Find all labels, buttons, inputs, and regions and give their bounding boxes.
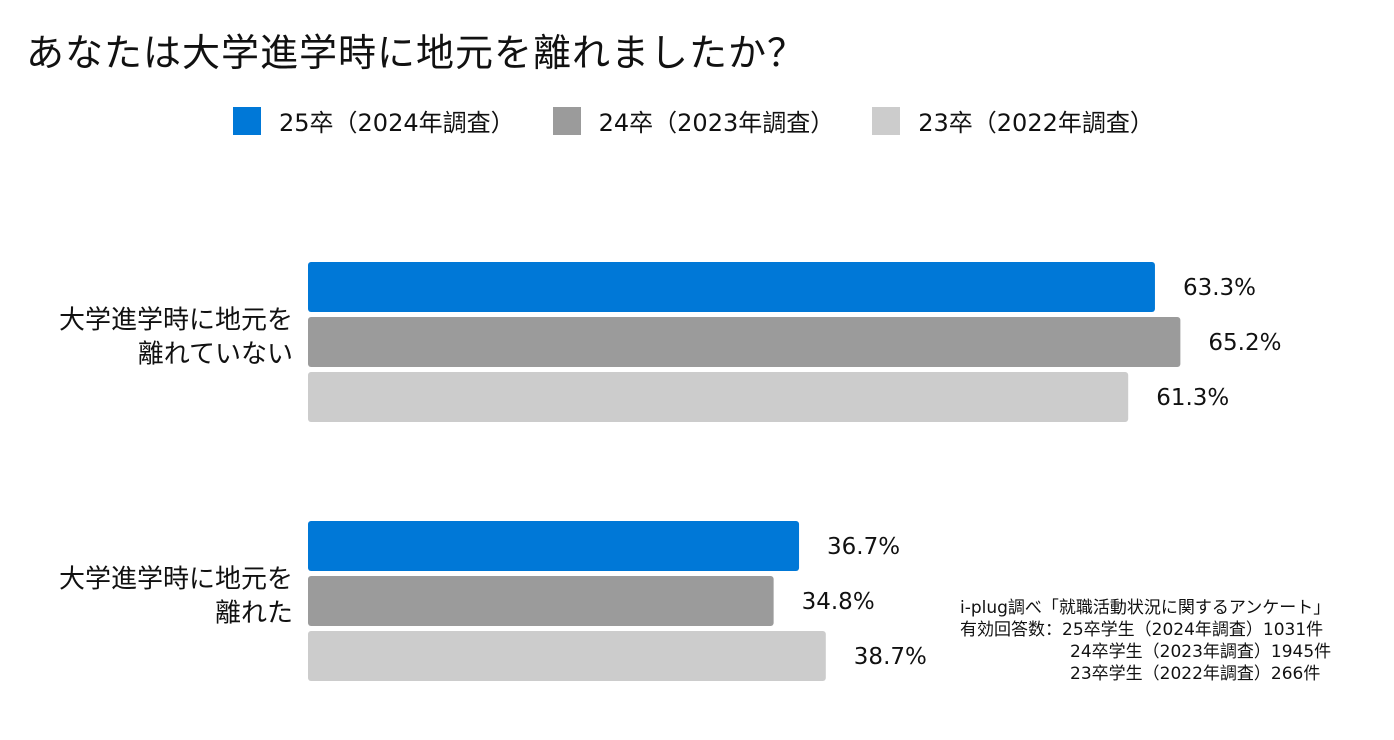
legend-swatch-23 — [872, 106, 901, 135]
data-label-1-0: 36.7% — [827, 534, 900, 560]
note-line-2: 24卒学生（2023年調査）1945件 — [1070, 642, 1332, 662]
data-label-0-2: 61.3% — [1156, 385, 1229, 411]
note-line-1: 有効回答数：25卒学生（2024年調査）1031件 — [960, 620, 1324, 640]
note-line-3: 23卒学生（2022年調査）266件 — [1070, 664, 1321, 684]
data-label-1-2: 38.7% — [854, 644, 927, 670]
bar-1-1 — [308, 576, 774, 626]
legend-item-24: 24卒（2023年調査） — [552, 103, 835, 138]
bar-0-1 — [308, 317, 1181, 367]
data-label-0-1: 65.2% — [1208, 330, 1281, 356]
legend-item-23: 23卒（2022年調査） — [872, 103, 1154, 138]
bar-0-0 — [308, 262, 1155, 312]
source-note: i-plug調べ「就職活動状況に関するアンケート」 有効回答数：25卒学生（20… — [960, 597, 1331, 685]
data-label-1-1: 34.8% — [802, 589, 875, 615]
legend: 25卒（2024年調査） 24卒（2023年調査） 23卒（2022年調査） — [233, 103, 1192, 138]
legend-swatch-24 — [552, 106, 581, 135]
bar-1-2 — [308, 631, 826, 681]
bar-1-0 — [308, 521, 800, 571]
legend-label-24: 24卒（2023年調査） — [598, 109, 835, 137]
legend-label-23: 23卒（2022年調査） — [918, 109, 1154, 137]
category-label-0-1: 離れていない — [138, 340, 293, 370]
category-label-0-0: 大学進学時に地元を — [59, 306, 293, 336]
chart-title: あなたは大学進学時に地元を離れましたか？ — [26, 31, 807, 75]
note-source: i-plug調べ「就職活動状況に関するアンケート」 — [960, 598, 1331, 618]
category-label-1-0: 大学進学時に地元を — [59, 565, 293, 595]
legend-swatch-25 — [233, 106, 261, 135]
legend-item-25: 25卒（2024年調査） — [233, 103, 515, 138]
bar-0-2 — [308, 372, 1129, 422]
data-label-0-0: 63.3% — [1183, 275, 1256, 301]
category-label-1-1: 離れた — [215, 599, 293, 629]
legend-label-25: 25卒（2024年調査） — [279, 109, 515, 137]
